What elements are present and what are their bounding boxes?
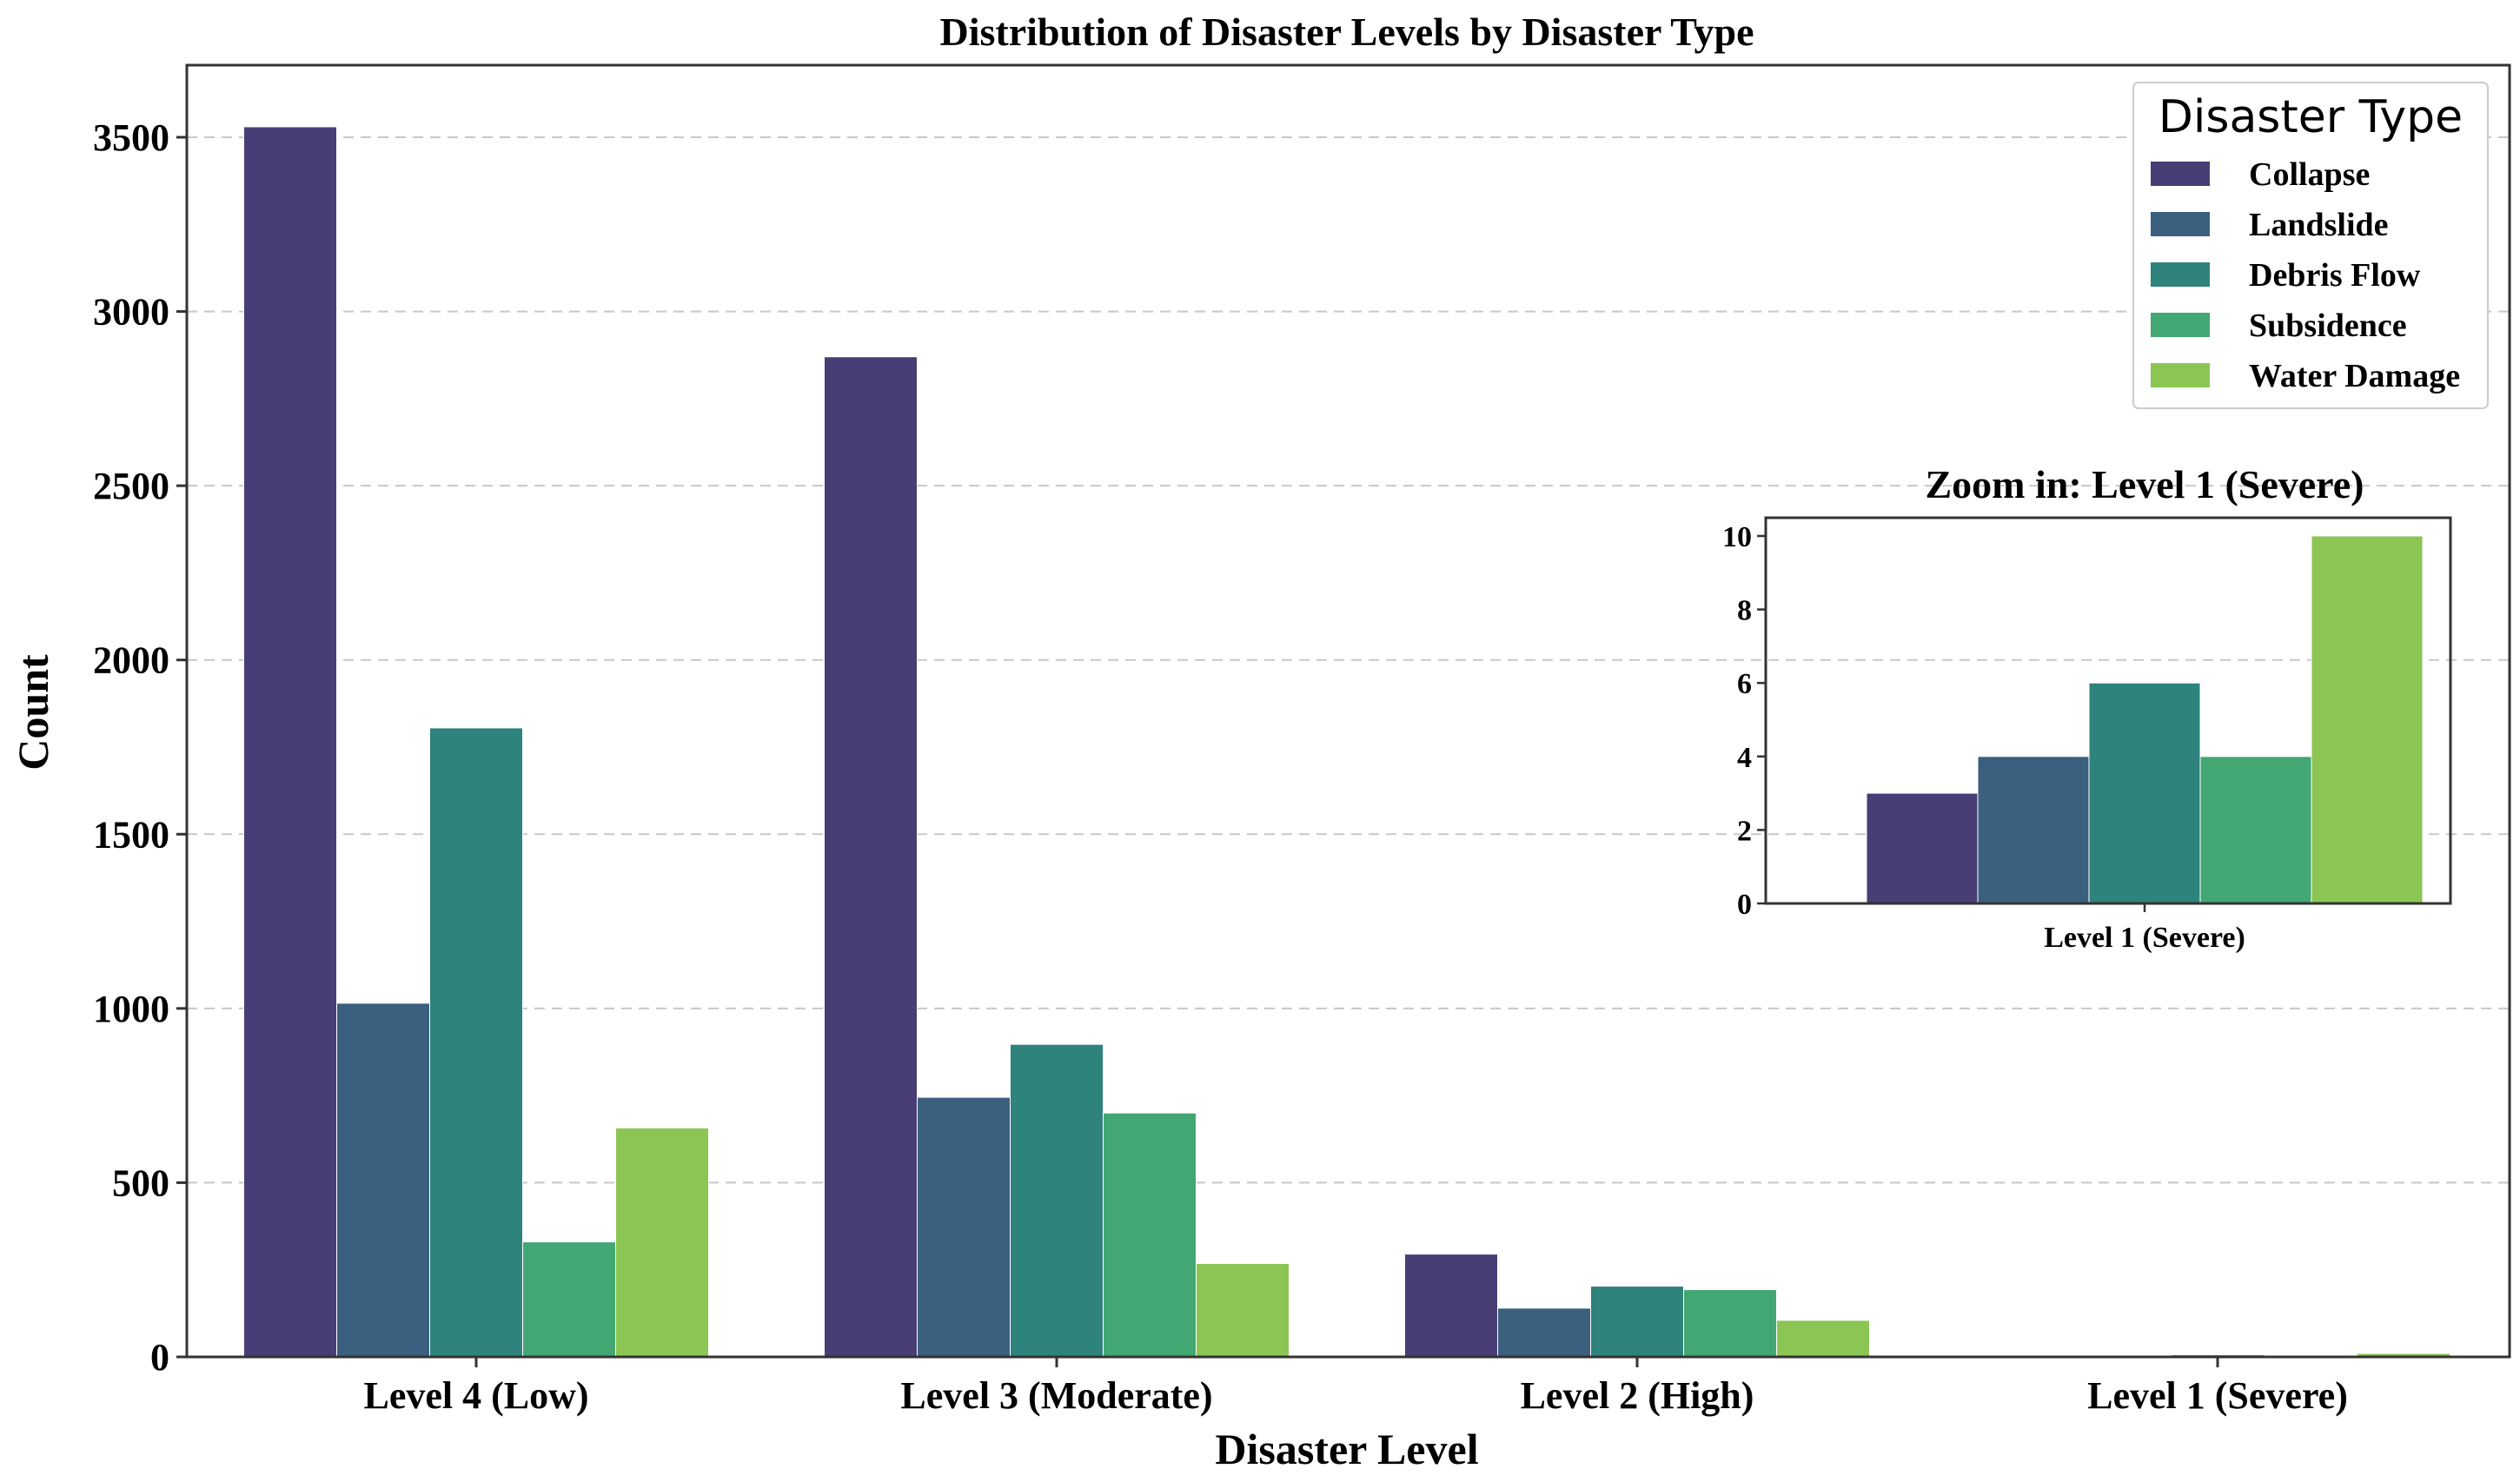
x-axis-ticks: Level 4 (Low) Level 3 (Moderate) Level 2 (… (363, 1357, 2348, 1417)
legend-label-landslide: Landslide (2249, 207, 2389, 243)
inset-frame (1764, 516, 2452, 905)
inset-y-tick-label: 10 (1722, 521, 1752, 553)
legend-swatch-debris-flow (2151, 262, 2210, 287)
legend-label-subsidence: Subsidence (2249, 308, 2407, 344)
inset-title: Zoom in: Level 1 (Severe) (1925, 462, 2364, 506)
x-tick-label: Level 2 (High) (1521, 1374, 1754, 1417)
y-tick-label: 2000 (93, 639, 169, 682)
inset-y-tick-label: 0 (1737, 889, 1752, 921)
bars (243, 126, 2450, 1358)
inset-y-tick-label: 2 (1737, 815, 1752, 847)
legend-swatch-collapse (2151, 162, 2210, 186)
bar-collapse-level-3-moderate (824, 356, 918, 1358)
zoom-inset: Zoom in: Level 1 (Severe) 0 2 4 6 8 10 Level … (1722, 462, 2452, 954)
bar-collapse-level-4-low (243, 126, 337, 1358)
legend-title: Disaster Type (2159, 91, 2463, 143)
inset-y-tick-label: 8 (1737, 595, 1752, 627)
plot-frame (185, 63, 2511, 1359)
legend-swatch-landslide (2151, 212, 2210, 236)
bar-collapse-level-2-high (1404, 1254, 1498, 1358)
inset-x-tick-label: Level 1 (Severe) (2044, 922, 2245, 954)
bar-water-damage-level-2-high (1776, 1320, 1870, 1358)
x-tick-label: Level 4 (Low) (363, 1374, 588, 1417)
legend-label-debris-flow: Debris Flow (2249, 257, 2421, 294)
bar-landslide-level-4-low (336, 1002, 430, 1358)
bar-water-damage-level-4-low (615, 1127, 709, 1358)
inset-bar-water-damage (2311, 535, 2424, 904)
inset-y-ticks: 0 2 4 6 8 10 (1722, 521, 1766, 921)
y-tick-label: 1000 (93, 988, 169, 1030)
inset-y-tick-label: 4 (1737, 742, 1752, 774)
bar-landslide-level-2-high (1497, 1307, 1591, 1358)
y-tick-label: 3500 (93, 116, 169, 159)
inset-x-ticks: Level 1 (Severe) (2044, 903, 2245, 954)
y-tick-label: 0 (150, 1336, 169, 1379)
bar-subsidence-level-2-high (1683, 1289, 1777, 1358)
bar-debris-flow-level-2-high (1590, 1286, 1684, 1358)
legend-swatch-subsidence (2151, 313, 2210, 337)
bar-subsidence-level-3-moderate (1103, 1112, 1197, 1358)
inset-y-tick-label: 6 (1737, 668, 1752, 700)
inset-bar-collapse (1866, 792, 1979, 904)
legend-label-collapse: Collapse (2249, 156, 2370, 193)
legend-label-water-damage: Water Damage (2249, 358, 2460, 394)
inset-bars (1866, 535, 2424, 904)
y-tick-label: 3000 (93, 291, 169, 334)
x-axis-label: Disaster Level (1215, 1425, 1478, 1473)
bar-debris-flow-level-3-moderate (1010, 1043, 1104, 1358)
y-tick-label: 1500 (93, 813, 169, 856)
inset-bar-subsidence (2199, 756, 2312, 904)
legend-box (2132, 82, 2489, 409)
bar-subsidence-level-4-low (522, 1241, 616, 1358)
y-tick-label: 2500 (93, 465, 169, 507)
y-tick-label: 500 (112, 1161, 169, 1204)
inset-bar-debris-flow (2088, 682, 2201, 904)
inset-bar-landslide (1977, 756, 2090, 904)
x-tick-label: Level 1 (Severe) (2087, 1374, 2348, 1417)
bar-debris-flow-level-4-low (429, 727, 523, 1358)
legend-swatch-water-damage (2151, 363, 2210, 387)
y-axis-ticks: 0 500 1000 1500 2000 2500 3000 3500 (93, 116, 187, 1379)
bar-water-damage-level-3-moderate (1196, 1262, 1290, 1358)
legend: Disaster Type Collapse Landslide Debris Fl… (2132, 82, 2489, 409)
y-axis-label: Count (9, 654, 57, 771)
bar-landslide-level-3-moderate (917, 1096, 1011, 1358)
chart-title: Distribution of Disaster Levels by Disas… (939, 10, 1754, 54)
x-tick-label: Level 3 (Moderate) (900, 1374, 1212, 1417)
